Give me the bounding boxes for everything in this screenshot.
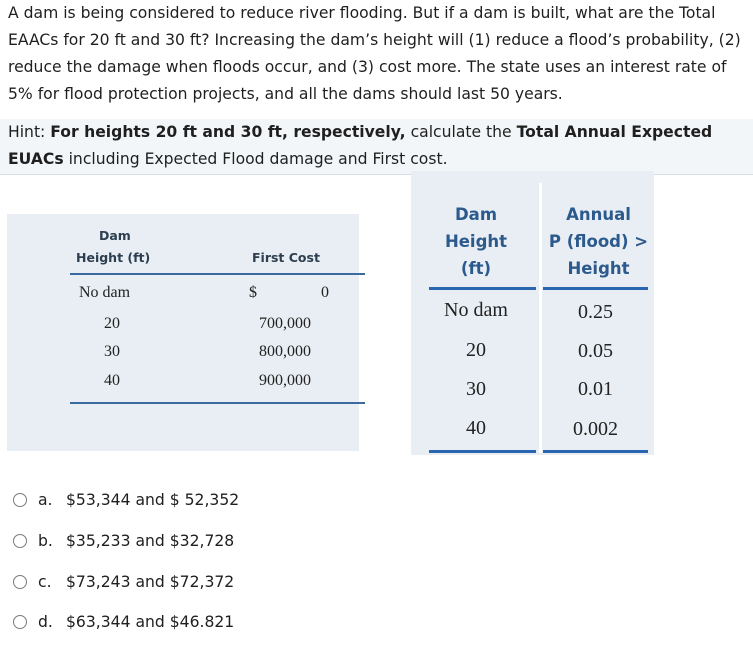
option-c[interactable]: c. $73,243 and $72,372 bbox=[10, 570, 234, 594]
header-dam-height: Dam Height (ft) bbox=[444, 205, 508, 278]
cell-cost: 800,000 bbox=[259, 343, 311, 360]
hint-text: Hint: For heights 20 ft and 30 ft, respe… bbox=[8, 119, 743, 173]
option-b[interactable]: b. $35,233 and $32,728 bbox=[10, 529, 234, 553]
cell-cost: 700,000 bbox=[259, 315, 311, 332]
table-rule-top bbox=[429, 287, 536, 290]
question-text: A dam is being considered to reduce rive… bbox=[8, 0, 743, 108]
header-annual-p-flood: Annual P (flood) > Height bbox=[548, 205, 649, 278]
radio-button[interactable] bbox=[13, 534, 27, 548]
radio-button[interactable] bbox=[13, 615, 27, 629]
header-dam: Dam bbox=[99, 228, 131, 243]
radio-button[interactable] bbox=[13, 493, 27, 507]
table-rule-bottom bbox=[543, 450, 648, 453]
cell-probability: 0.25 bbox=[578, 301, 613, 323]
cell-height: 20 bbox=[466, 339, 486, 361]
option-text[interactable]: $73,243 and $72,372 bbox=[66, 573, 235, 591]
table-rule-bottom bbox=[429, 450, 536, 453]
question-line: reduce the damage when floods occur, and… bbox=[8, 58, 727, 76]
cell-cost: 900,000 bbox=[259, 372, 311, 389]
cell-height: No dam bbox=[79, 284, 131, 301]
question-line: A dam is being considered to reduce rive… bbox=[8, 4, 716, 22]
cell-height: 30 bbox=[466, 378, 486, 400]
hint-prefix: Hint: bbox=[8, 123, 51, 141]
header-height: Height (ft) bbox=[76, 250, 151, 265]
question-line: 5% for flood protection projects, and al… bbox=[8, 85, 563, 103]
table-rule-top bbox=[543, 287, 648, 290]
option-letter: c. bbox=[38, 573, 52, 591]
cell-height: 40 bbox=[104, 372, 120, 389]
cell-height: No dam bbox=[444, 299, 508, 321]
option-a[interactable]: a. $53,344 and $ 52,352 bbox=[10, 488, 239, 512]
cell-height: 30 bbox=[104, 343, 120, 360]
table-rule-top bbox=[70, 273, 365, 275]
cell-height: 20 bbox=[104, 315, 120, 332]
hint-background bbox=[0, 119, 753, 175]
option-letter: b. bbox=[38, 532, 53, 550]
hint-bold-total: Total Annual Expected bbox=[516, 123, 713, 141]
hint-suffix: including Expected Flood damage and Firs… bbox=[63, 150, 448, 168]
column-separator bbox=[539, 183, 542, 453]
question-line: EAACs for 20 ft and 30 ft? Increasing th… bbox=[8, 31, 741, 49]
option-d[interactable]: d. $63,344 and $46.821 bbox=[10, 610, 234, 634]
cell-probability: 0.002 bbox=[573, 418, 618, 440]
hint-bold-heights: For heights 20 ft and 30 ft, respectivel… bbox=[50, 123, 406, 141]
radio-button[interactable] bbox=[13, 575, 27, 589]
header-first-cost: First Cost bbox=[252, 250, 320, 265]
cell-probability: 0.05 bbox=[578, 340, 613, 362]
table-rule-bottom bbox=[70, 402, 365, 404]
cell-probability: 0.01 bbox=[578, 378, 613, 400]
cell-dollar-sign: $ bbox=[249, 284, 257, 301]
option-text[interactable]: $63,344 and $46.821 bbox=[66, 613, 235, 631]
cell-cost: 0 bbox=[321, 284, 329, 301]
option-letter: d. bbox=[38, 613, 53, 631]
hint-mid: calculate the bbox=[405, 123, 517, 141]
option-text[interactable]: $53,344 and $ 52,352 bbox=[66, 491, 240, 509]
hint-bold-euacs: EUACs bbox=[8, 150, 64, 168]
option-letter: a. bbox=[38, 491, 53, 509]
cell-height: 40 bbox=[466, 417, 486, 439]
option-text[interactable]: $35,233 and $32,728 bbox=[66, 532, 235, 550]
flood-probability-table: Dam Height (ft) Annual P (flood) > Heigh… bbox=[411, 171, 654, 455]
first-cost-table: Dam Height (ft) First Cost No dam $ 0 20… bbox=[7, 214, 365, 451]
